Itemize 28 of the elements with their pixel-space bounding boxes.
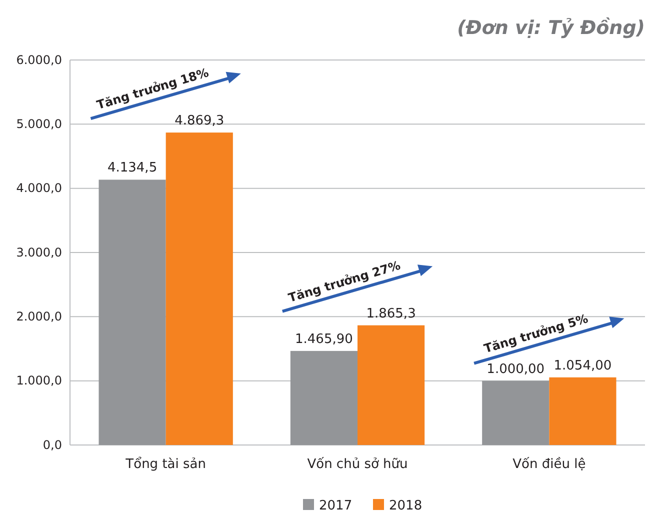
annotation: Tăng trưởng 27% bbox=[286, 258, 402, 305]
data-label: 1.054,00 bbox=[554, 358, 612, 374]
y-tick-label: 2.000,0 bbox=[16, 310, 62, 324]
chart-title: (Đơn vị: Tỷ Đồng) bbox=[457, 17, 645, 39]
y-tick-label: 4.000,0 bbox=[16, 181, 62, 196]
annotation: Tăng trưởng 5% bbox=[482, 311, 590, 356]
x-tick-label: Vốn chủ sở hữu bbox=[307, 457, 408, 472]
data-label: 4.134,5 bbox=[107, 160, 158, 176]
x-tick-label: Vốn điều lệ bbox=[512, 456, 586, 472]
data-label: 1.865,3 bbox=[366, 306, 416, 322]
y-tick-label: 0,0 bbox=[42, 438, 62, 452]
bar bbox=[482, 380, 550, 445]
bar bbox=[549, 377, 616, 445]
y-tick-label: 1.000,0 bbox=[16, 374, 62, 388]
x-tick-label: Tổng tài sản bbox=[124, 456, 206, 472]
bar bbox=[358, 325, 425, 445]
bar bbox=[166, 132, 233, 445]
data-label: 1.465,90 bbox=[295, 332, 353, 347]
bar bbox=[98, 180, 166, 445]
data-label: 4.869,3 bbox=[174, 114, 224, 129]
data-label: 1.000,00 bbox=[486, 362, 545, 377]
legend-label: 2017 bbox=[319, 498, 352, 514]
y-tick-label: 5.000,0 bbox=[16, 117, 62, 132]
y-tick-label: 3.000,0 bbox=[16, 245, 62, 260]
y-tick-label: 6.000,0 bbox=[16, 52, 62, 67]
annotation: Tăng trưởng 18% bbox=[95, 65, 210, 112]
legend-label: 2018 bbox=[389, 498, 422, 514]
bar bbox=[290, 350, 358, 445]
